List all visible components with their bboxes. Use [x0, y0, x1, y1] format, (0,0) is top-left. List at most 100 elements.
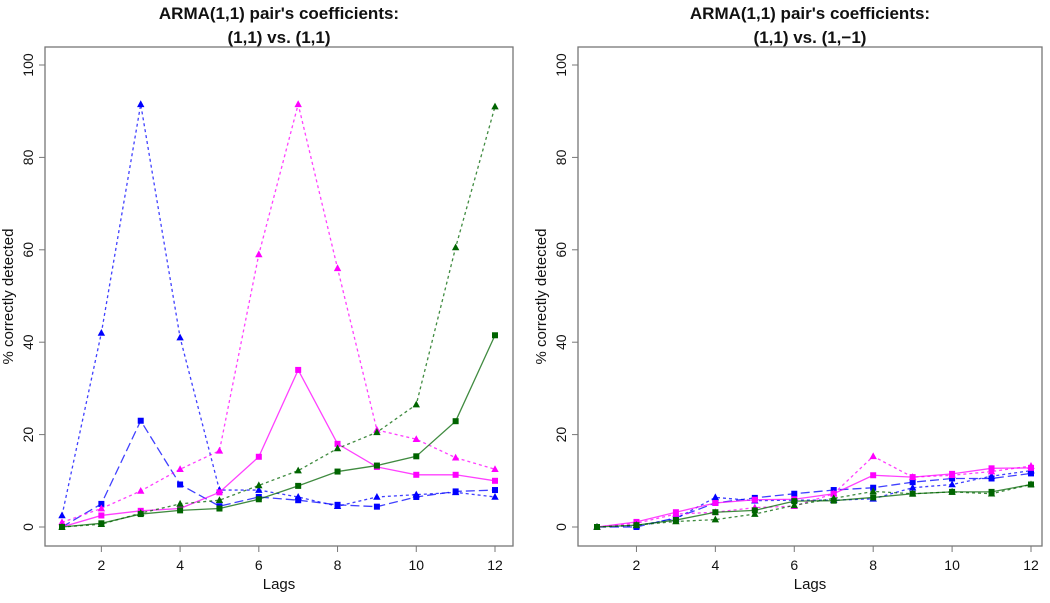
x-tick-label: 10: [408, 557, 424, 573]
y-tick-label: 0: [553, 523, 569, 531]
y-tick-label: 20: [20, 427, 36, 443]
data-point-square: [1028, 481, 1034, 488]
data-point-square: [255, 496, 262, 503]
data-point-triangle: [711, 493, 720, 501]
series-green-triangle-dotted: [58, 102, 499, 530]
data-point-triangle: [137, 486, 145, 494]
plot-frame: [577, 46, 1043, 547]
data-point-square: [751, 507, 758, 514]
series-line: [61, 104, 496, 516]
chart-panel-2: ARMA(1,1) pair's coefficients: (1,1) vs. …: [533, 4, 1043, 593]
series-green-square-solid: [594, 481, 1034, 530]
data-point-square: [712, 499, 719, 506]
data-point-square: [413, 493, 420, 500]
y-axis-label: % correctly detected: [0, 229, 17, 365]
x-tick-label: 12: [1023, 557, 1039, 573]
data-point-square: [712, 509, 719, 516]
series-line: [596, 483, 1032, 528]
y-tick-label: 60: [553, 242, 569, 258]
data-point-square: [216, 489, 223, 496]
data-point-triangle: [215, 446, 224, 454]
data-point-square: [492, 332, 498, 339]
series-magenta-triangle-dotted: [58, 100, 499, 526]
data-point-square: [59, 524, 65, 530]
data-point-square: [870, 472, 877, 479]
data-point-triangle: [97, 504, 106, 512]
data-point-square: [98, 512, 105, 519]
data-point-square: [791, 490, 798, 497]
data-point-square: [98, 520, 105, 527]
data-point-square: [98, 500, 105, 507]
data-point-square: [137, 511, 144, 518]
x-tick-label: 4: [176, 557, 184, 573]
data-point-triangle: [908, 483, 917, 491]
data-point-square: [594, 524, 600, 530]
x-tick-label: 2: [97, 557, 105, 573]
data-point-square: [791, 498, 798, 505]
series-line: [61, 106, 496, 528]
series-line: [61, 104, 496, 523]
data-point-triangle: [215, 496, 224, 504]
data-point-square: [334, 468, 341, 475]
data-point-triangle: [255, 486, 263, 493]
data-point-triangle: [451, 243, 460, 251]
data-point-square: [452, 418, 459, 425]
series-magenta-square-solid: [59, 366, 498, 530]
y-tick-label: 100: [553, 53, 569, 77]
x-tick-label: 2: [633, 557, 641, 573]
data-point-square: [255, 453, 262, 460]
data-point-square: [295, 366, 302, 373]
x-tick-label: 8: [869, 557, 877, 573]
y-tick-label: 40: [20, 334, 36, 350]
data-point-square: [492, 487, 498, 494]
data-point-triangle: [451, 453, 460, 461]
x-tick-label: 6: [255, 557, 263, 573]
y-axis-label: % correctly detected: [533, 229, 550, 365]
data-point-square: [177, 507, 184, 514]
x-tick-label: 4: [711, 557, 719, 573]
series-line: [61, 334, 496, 528]
data-point-square: [988, 465, 995, 472]
data-point-square: [334, 501, 341, 508]
data-point-triangle: [176, 465, 184, 473]
data-point-square: [988, 488, 995, 495]
data-point-square: [1028, 470, 1034, 477]
data-point-triangle: [137, 100, 145, 108]
y-tick-label: 60: [20, 242, 36, 258]
x-tick-label: 6: [790, 557, 798, 573]
data-point-square: [949, 470, 956, 477]
data-point-square: [373, 503, 380, 510]
data-point-triangle: [491, 102, 499, 110]
data-point-square: [216, 505, 223, 512]
data-point-triangle: [751, 510, 759, 517]
data-point-square: [413, 453, 420, 460]
data-point-square: [334, 440, 341, 447]
chart-title-line: (1,1) vs. (1,1): [228, 28, 331, 47]
data-point-triangle: [373, 428, 381, 436]
data-point-triangle: [373, 492, 381, 500]
data-point-triangle: [412, 400, 420, 408]
data-point-square: [751, 496, 758, 503]
data-point-triangle: [294, 466, 302, 474]
data-point-triangle: [333, 444, 342, 452]
series-line: [596, 455, 1032, 528]
series-green-square-solid: [59, 332, 498, 530]
data-point-triangle: [491, 465, 499, 473]
y-tick-label: 80: [553, 149, 569, 165]
data-point-square: [295, 482, 302, 489]
chart-title-line: (1,1) vs. (1,−1): [754, 28, 867, 47]
data-point-triangle: [255, 250, 263, 258]
data-point-triangle: [869, 452, 877, 460]
y-tick-label: 80: [20, 149, 36, 165]
series-line: [597, 472, 1032, 528]
data-point-square: [1028, 464, 1034, 471]
x-axis-label: Lags: [794, 576, 827, 593]
data-point-triangle: [97, 328, 106, 336]
data-point-square: [949, 488, 956, 495]
x-tick-label: 12: [487, 557, 503, 573]
series-line: [61, 419, 496, 528]
data-point-triangle: [333, 264, 342, 272]
data-point-square: [870, 494, 877, 501]
data-point-square: [137, 417, 144, 424]
data-point-square: [949, 475, 956, 482]
